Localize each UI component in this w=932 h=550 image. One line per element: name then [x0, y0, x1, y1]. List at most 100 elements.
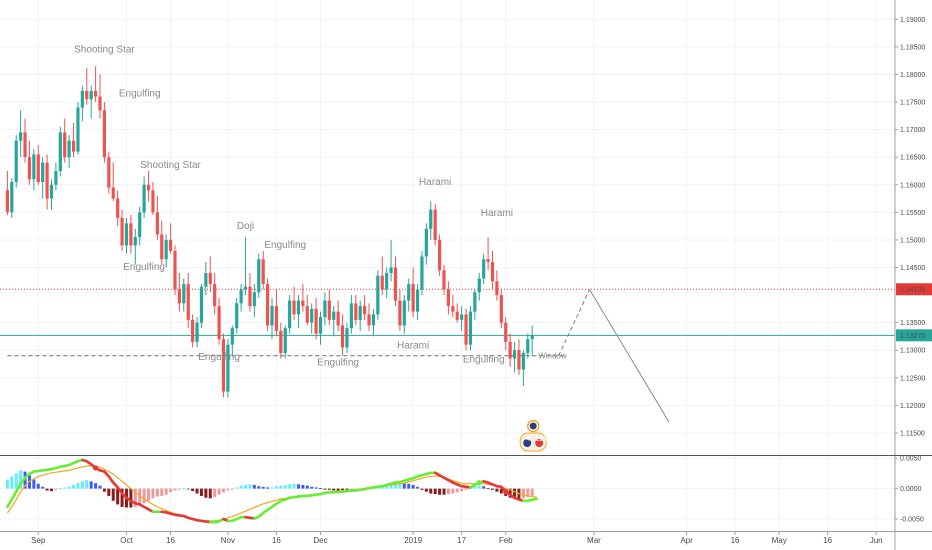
price-tick-label: 1.18000	[900, 72, 925, 79]
candle	[336, 300, 340, 331]
candle	[314, 297, 318, 340]
candle	[36, 145, 40, 185]
candle	[283, 325, 287, 359]
level-price-label: 1.14105	[900, 287, 925, 294]
candle	[160, 220, 164, 265]
macd-histogram-bar	[160, 488, 164, 496]
date-tick-label: Oct	[120, 536, 133, 545]
candle-body	[429, 209, 433, 229]
candle	[504, 317, 508, 351]
candle	[120, 209, 124, 251]
candle	[186, 273, 190, 329]
candle	[345, 322, 349, 353]
macd-histogram-bar	[296, 484, 300, 489]
projection-up-leg	[558, 289, 590, 356]
candle-body	[94, 91, 98, 97]
macd-histogram-bar	[80, 481, 84, 489]
candle	[226, 339, 230, 398]
candle-body	[504, 322, 508, 342]
candle	[138, 206, 142, 246]
event-badge-count: 4	[526, 436, 530, 443]
date-tick-label: 16	[272, 536, 281, 545]
candle	[89, 85, 93, 119]
candle	[217, 297, 221, 345]
candle-body	[221, 339, 226, 392]
candle-body	[393, 267, 398, 301]
event-badges[interactable]: 4 123	[519, 419, 547, 452]
candle	[213, 273, 217, 315]
candle	[208, 256, 212, 293]
candle-body	[71, 140, 76, 152]
macd-histogram-bar	[288, 484, 292, 489]
candle-body	[358, 306, 362, 320]
macd-histogram-bar	[274, 486, 278, 489]
macd-histogram-bar	[164, 488, 168, 495]
candle-body	[208, 273, 212, 285]
candle	[424, 223, 428, 265]
macd-histogram-bar	[257, 486, 261, 489]
candle-body	[380, 275, 384, 290]
candle	[5, 170, 9, 216]
candle-body	[213, 284, 217, 307]
candle	[358, 300, 362, 331]
date-tick-label: 16	[166, 536, 175, 545]
candle-body	[186, 284, 190, 320]
candle-body	[5, 190, 9, 213]
candle	[411, 267, 415, 318]
macd-histogram-bar	[283, 484, 287, 489]
macd-histogram-bar	[477, 485, 481, 489]
macd-pane[interactable]	[5, 458, 538, 524]
candle-body	[270, 306, 274, 326]
candle	[230, 325, 234, 356]
macd-histogram-bar	[142, 488, 146, 504]
candle	[371, 308, 376, 337]
macd-histogram-bar	[499, 488, 503, 494]
price-tick-label: 1.15500	[900, 210, 925, 217]
candle-body	[248, 286, 252, 307]
macd-histogram-bar	[402, 483, 406, 489]
macd-histogram-bar	[486, 488, 490, 490]
candle	[80, 85, 84, 122]
crossover-dot	[503, 489, 509, 495]
candle	[199, 284, 204, 329]
candle	[442, 264, 446, 296]
candle-body	[336, 311, 340, 326]
candle	[495, 270, 499, 301]
projection-path[interactable]	[558, 289, 670, 423]
candle-body	[199, 286, 204, 323]
candle-body	[243, 286, 248, 290]
candle-body	[367, 314, 371, 326]
candle	[521, 350, 525, 387]
candle	[340, 314, 345, 356]
candle	[332, 306, 336, 337]
candle	[279, 322, 283, 359]
candle	[168, 223, 173, 254]
candle	[327, 289, 331, 326]
macd-histogram-bar	[261, 486, 265, 489]
candle-body	[138, 212, 142, 238]
macd-histogram-bar	[213, 488, 217, 498]
macd-histogram-bar	[530, 488, 534, 496]
price-tick-label: 1.19000	[900, 17, 925, 24]
candle	[133, 228, 137, 265]
price-tick-label: 1.17500	[900, 100, 925, 107]
candle-body	[442, 270, 446, 290]
candle	[367, 303, 371, 331]
macd-histogram-bar	[217, 488, 221, 495]
candle-body	[265, 284, 270, 326]
macd-histogram-bar	[208, 488, 212, 499]
macd-histogram-bar	[89, 481, 93, 489]
candle	[142, 176, 146, 218]
macd-histogram-bar	[199, 488, 203, 496]
candle-body	[477, 278, 481, 293]
candle	[477, 273, 481, 301]
candle-body	[292, 300, 296, 315]
candle-body	[58, 132, 62, 171]
macd-histogram-bar	[252, 484, 256, 489]
macd-histogram-bar	[169, 488, 173, 493]
macd-histogram-bar	[266, 487, 270, 489]
candle-body	[164, 239, 168, 260]
price-candles[interactable]	[5, 66, 534, 398]
candle	[482, 253, 486, 285]
price-tick-label: 1.17000	[900, 127, 925, 134]
